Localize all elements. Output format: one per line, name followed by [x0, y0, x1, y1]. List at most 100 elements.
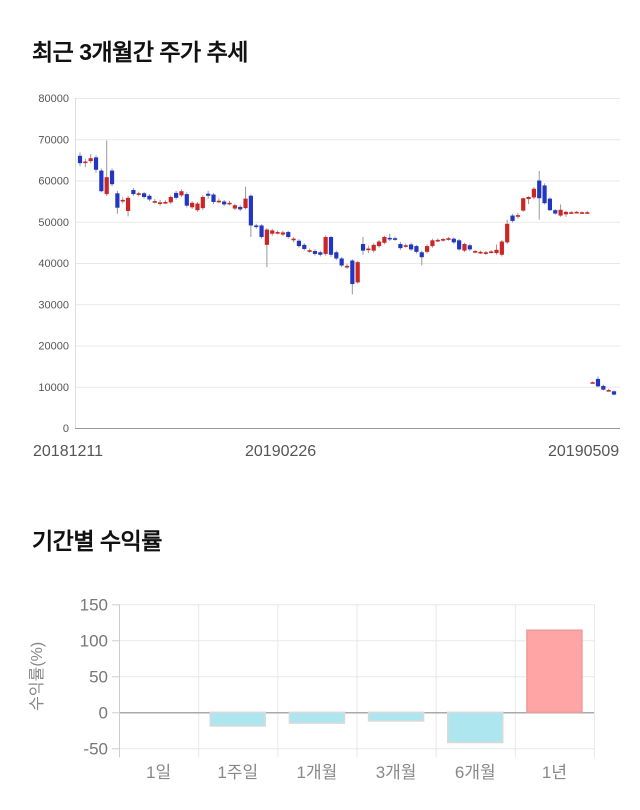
candle-body — [339, 258, 344, 266]
candle-body — [259, 225, 264, 238]
candle-body — [184, 194, 189, 206]
candle-body — [606, 390, 611, 392]
category-label: 1일 — [146, 763, 171, 782]
candle-body — [147, 195, 152, 200]
y-tick-label: -50 — [83, 739, 108, 758]
candle-body — [403, 245, 408, 247]
candle-body — [611, 391, 617, 395]
y-tick-label: 70000 — [38, 134, 69, 146]
candle-body — [569, 212, 574, 214]
x-axis-label-start: 20181211 — [33, 443, 103, 460]
candle-body — [473, 251, 478, 253]
candle-body — [446, 238, 451, 240]
candle-body — [136, 193, 141, 195]
candle-body — [93, 157, 99, 170]
y-tick-label: 30000 — [38, 299, 69, 311]
y-tick-label: 150 — [80, 595, 108, 614]
category-label: 1년 — [542, 763, 567, 782]
candle-body — [312, 251, 318, 254]
return-bar — [367, 711, 425, 722]
candle-body — [510, 215, 515, 221]
candle-body — [526, 197, 531, 200]
candle-body — [355, 262, 360, 283]
candle-body — [590, 382, 595, 384]
candle-body — [120, 199, 125, 202]
y-tick-label: 0 — [63, 423, 69, 435]
candle-body — [350, 260, 355, 285]
candle-body — [344, 265, 350, 268]
candle-body — [489, 251, 494, 254]
candle-body — [499, 241, 504, 255]
return-bar — [447, 711, 504, 744]
y-tick-label: 50000 — [38, 217, 69, 229]
candle-body — [243, 198, 248, 209]
category-label: 3개월 — [376, 763, 417, 782]
candle-body — [360, 244, 366, 251]
candle-body — [291, 238, 296, 241]
y-tick-label: 50 — [89, 667, 108, 686]
candle-body — [483, 252, 488, 254]
candle-body — [280, 232, 286, 235]
candle-body — [334, 252, 339, 259]
y-tick-label: 60000 — [38, 176, 69, 188]
candle-body — [531, 188, 536, 198]
candle-body — [104, 177, 109, 195]
candle-body — [248, 195, 253, 226]
candle-body — [542, 185, 547, 204]
candle-body — [376, 241, 382, 247]
candle-body — [88, 158, 93, 162]
return-bar — [288, 711, 346, 724]
candle-body — [441, 239, 446, 241]
candle-body — [462, 244, 467, 251]
candle-body — [537, 180, 542, 199]
candle-body — [141, 193, 147, 197]
return-bar — [209, 711, 266, 727]
candle-body — [435, 239, 440, 242]
candle-body — [318, 252, 323, 255]
candle-body — [264, 229, 269, 245]
candle-body — [286, 232, 291, 238]
candle-body — [574, 211, 579, 214]
candle-body — [601, 385, 606, 390]
category-label: 1개월 — [297, 763, 338, 782]
candle-body — [547, 198, 553, 211]
candle-body — [168, 197, 173, 203]
candle-body — [323, 237, 328, 254]
candle-body — [296, 240, 302, 247]
candle-body — [521, 198, 526, 211]
category-label: 1주일 — [217, 763, 258, 782]
candle-body — [270, 230, 275, 234]
candle-body — [515, 215, 520, 217]
candle-body — [451, 238, 456, 243]
y-tick-label: 20000 — [38, 341, 69, 353]
candle-body — [275, 232, 280, 234]
candle-body — [328, 237, 334, 255]
candle-body — [430, 240, 435, 247]
y-axis-title: 수익률(%) — [28, 642, 46, 711]
candle-body — [238, 206, 243, 210]
candle-body — [227, 202, 232, 205]
candle-body — [425, 246, 430, 252]
candle-body — [398, 244, 403, 249]
candle-body — [254, 225, 259, 228]
candle-body — [216, 200, 221, 203]
candle-body — [200, 197, 205, 209]
candle-body — [163, 201, 168, 204]
candle-body — [382, 237, 387, 243]
candle-body — [232, 205, 237, 209]
candle-body — [419, 252, 424, 258]
candle-body — [152, 201, 157, 203]
candle-body — [179, 191, 184, 196]
y-tick-label: 100 — [80, 631, 108, 650]
y-tick-label: 10000 — [38, 382, 69, 394]
candle-body — [190, 202, 195, 208]
candle-body — [494, 249, 499, 254]
candle-body — [125, 197, 131, 212]
x-axis-label-mid: 20190226 — [245, 443, 317, 460]
candle-body — [158, 202, 163, 204]
returns-chart-title: 기간별 수익률 — [32, 528, 162, 554]
candle-body — [478, 251, 483, 254]
candle-body — [563, 211, 569, 215]
candle-body — [553, 210, 558, 214]
